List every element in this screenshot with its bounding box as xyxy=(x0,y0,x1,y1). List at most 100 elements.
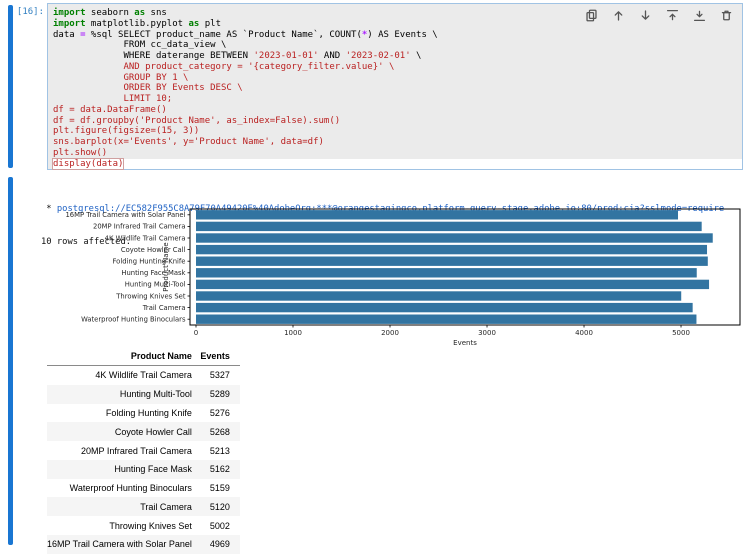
bar xyxy=(196,221,702,232)
table-cell: 5268 xyxy=(209,426,230,437)
table-cell: 5162 xyxy=(209,464,230,475)
code-token: matplotlib.pyplot xyxy=(85,18,189,29)
duplicate-icon[interactable] xyxy=(585,9,598,22)
code-token: LIMIT 10; xyxy=(53,94,173,104)
x-tick-label: 2000 xyxy=(381,329,399,337)
table-cell: 5002 xyxy=(209,520,230,531)
table-row: Waterproof Hunting Binoculars 5159 xyxy=(47,479,240,498)
code-token: import xyxy=(53,18,86,29)
table-row: 16MP Trail Camera with Solar Panel 4969 xyxy=(47,535,240,554)
y-tick-label: Trail Camera xyxy=(142,304,186,312)
code-token: ORDER BY Events DESC \ xyxy=(53,83,243,94)
table-cell: Hunting Multi-Tool xyxy=(119,389,192,400)
code-token: ) AS Events \ xyxy=(367,29,438,40)
code-token: FROM cc_data_view \ xyxy=(53,40,227,51)
result-table: Product Name Events 4K Wildlife Trail Cam… xyxy=(47,348,240,554)
table-cell: Coyote Howler Call xyxy=(114,426,192,437)
table-cell: Folding Hunting Knife xyxy=(105,407,192,418)
table-cell: Trail Camera xyxy=(140,501,192,512)
code-area: import seaborn as sns import matplotlib.p… xyxy=(48,4,742,170)
delete-icon[interactable] xyxy=(720,9,733,22)
code-token: as xyxy=(134,8,146,18)
code-token: AND xyxy=(318,51,346,61)
code-line: WHERE daterange BETWEEN '2023-01-01' AND… xyxy=(53,51,742,62)
result-table-header: Product Name Events xyxy=(47,348,240,366)
table-cell: 4969 xyxy=(209,539,230,550)
code-line: sns.barplot(x='Events', y='Product Name'… xyxy=(53,137,742,148)
code-cell-editor[interactable]: import seaborn as sns import matplotlib.p… xyxy=(47,3,743,170)
table-cell: 5327 xyxy=(209,370,230,381)
table-cell: 5159 xyxy=(209,483,230,494)
code-token: plt xyxy=(199,18,221,29)
code-line: df = df.groupby('Product Name', as_index… xyxy=(53,116,742,127)
x-tick-label: 5000 xyxy=(672,329,690,337)
code-token: GROUP BY 1 \ xyxy=(53,72,189,83)
table-cell: 5120 xyxy=(209,501,230,512)
code-token: sns.barplot(x='Events', y='Product Name'… xyxy=(53,137,324,147)
y-axis-label: Product Name xyxy=(162,242,170,291)
bar xyxy=(196,256,708,266)
x-tick-label: 1000 xyxy=(284,329,302,337)
code-line: LIMIT 10; xyxy=(53,94,742,105)
code-token: df = df.groupby('Product Name', as_index… xyxy=(53,115,341,126)
table-cell: 5289 xyxy=(209,389,230,400)
column-header: Product Name xyxy=(47,348,196,366)
code-token: '2023-01-01' xyxy=(253,51,319,61)
code-token: df = data.DataFrame() xyxy=(53,104,167,115)
x-axis-label: Events xyxy=(453,339,477,347)
x-tick-label: 0 xyxy=(194,329,198,337)
code-line: ORDER BY Events DESC \ xyxy=(53,83,742,94)
code-line: df = data.DataFrame() xyxy=(53,105,742,116)
code-token: '2023-02-01' xyxy=(345,51,411,61)
bar-chart: 16MP Trail Camera with Solar Panel 20MP I… xyxy=(65,208,741,347)
insert-below-icon[interactable] xyxy=(693,9,706,22)
table-row: Hunting Multi-Tool 5289 xyxy=(47,384,240,404)
code-line: data = %sql SELECT product_name AS `Prod… xyxy=(53,30,742,41)
y-tick-label: 16MP Trail Camera with Solar Panel xyxy=(65,211,185,219)
code-token: AND product_category = '{category_filter… xyxy=(53,61,395,72)
column-header: Events xyxy=(195,348,240,366)
y-tick-label: Waterproof Hunting Binoculars xyxy=(81,316,186,324)
code-token: as xyxy=(188,18,200,29)
code-line: GROUP BY 1 \ xyxy=(53,73,742,84)
table-row: Coyote Howler Call 5268 xyxy=(47,422,240,442)
insert-above-icon[interactable] xyxy=(666,9,679,22)
bar xyxy=(196,302,693,313)
table-row: Trail Camera 5120 xyxy=(47,497,240,517)
bar xyxy=(196,244,708,255)
bar xyxy=(196,268,697,278)
bar xyxy=(196,233,713,243)
table-row: Throwing Knives Set 5002 xyxy=(47,516,240,535)
table-cell: Waterproof Hunting Binoculars xyxy=(69,483,192,494)
table-cell: 5213 xyxy=(209,445,230,456)
cell-toolbar xyxy=(585,9,733,22)
move-down-icon[interactable] xyxy=(639,9,652,22)
table-cell: 20MP Infrared Trail Camera xyxy=(81,445,192,456)
code-token: * xyxy=(361,29,368,40)
y-tick-label: 4K Wildlife Trail Camera xyxy=(105,234,186,242)
table-row: 20MP Infrared Trail Camera 5213 xyxy=(47,441,240,460)
table-cell: Hunting Face Mask xyxy=(114,464,192,475)
code-token: seaborn xyxy=(85,8,135,18)
y-tick-label: Folding Hunting Knife xyxy=(113,258,186,266)
y-tick-label: Throwing Knives Set xyxy=(115,292,186,300)
code-line: AND product_category = '{category_filter… xyxy=(53,62,742,73)
code-token: plt.figure(figsize=(15, 3)) xyxy=(53,126,200,137)
code-line: display(data) xyxy=(51,157,742,170)
bar xyxy=(196,314,697,324)
input-collapser-bar[interactable] xyxy=(8,5,13,168)
code-token: data xyxy=(53,29,81,40)
code-token: import xyxy=(53,8,86,18)
table-cell: 16MP Trail Camera with Solar Panel xyxy=(47,539,192,550)
move-up-icon[interactable] xyxy=(612,9,625,22)
execution-count-prompt: [16]: xyxy=(16,7,44,17)
x-tick-label: 3000 xyxy=(478,329,496,337)
code-line: FROM cc_data_view \ xyxy=(53,40,742,51)
code-token: plt.show() xyxy=(53,147,108,158)
output-collapser-bar[interactable] xyxy=(8,177,13,545)
table-cell: 5276 xyxy=(209,407,230,418)
table-cell: 4K Wildlife Trail Camera xyxy=(95,370,192,381)
table-row: Folding Hunting Knife 5276 xyxy=(47,404,240,423)
table-row: 4K Wildlife Trail Camera 5327 xyxy=(47,366,240,385)
connection-prefix: * xyxy=(41,203,57,214)
